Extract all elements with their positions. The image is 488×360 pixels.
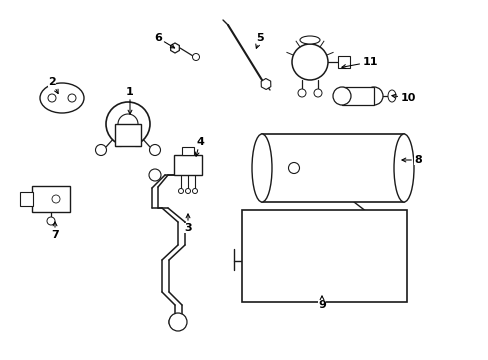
Bar [242, 210, 406, 302]
Circle shape [48, 94, 56, 102]
Ellipse shape [299, 36, 319, 44]
Ellipse shape [364, 87, 382, 105]
Circle shape [169, 313, 186, 331]
Ellipse shape [40, 83, 84, 113]
Circle shape [47, 217, 55, 225]
Circle shape [313, 89, 321, 97]
Circle shape [149, 169, 161, 181]
Ellipse shape [387, 90, 395, 102]
Text: 2: 2 [48, 77, 58, 94]
Text: 3: 3 [184, 214, 191, 233]
Bar [20, 192, 33, 206]
Circle shape [288, 162, 299, 174]
Ellipse shape [332, 87, 350, 105]
Circle shape [169, 316, 181, 328]
Ellipse shape [251, 134, 271, 202]
Circle shape [185, 189, 190, 193]
Ellipse shape [149, 144, 160, 156]
Text: 11: 11 [341, 57, 377, 68]
Circle shape [291, 44, 327, 80]
Bar [182, 147, 194, 155]
Circle shape [52, 195, 60, 203]
Ellipse shape [393, 134, 413, 202]
Text: 9: 9 [317, 296, 325, 310]
Text: 4: 4 [195, 137, 203, 156]
Bar [174, 155, 202, 175]
Bar [32, 186, 70, 212]
Ellipse shape [95, 144, 106, 156]
Circle shape [297, 89, 305, 97]
Bar [115, 124, 141, 146]
Circle shape [178, 189, 183, 193]
Bar [337, 56, 349, 68]
Text: 7: 7 [51, 222, 59, 240]
Circle shape [68, 94, 76, 102]
Bar [341, 87, 373, 105]
Text: 5: 5 [255, 33, 263, 48]
Text: 1: 1 [126, 87, 134, 114]
Bar [262, 134, 403, 202]
Circle shape [192, 54, 199, 60]
Circle shape [106, 102, 150, 146]
Circle shape [192, 189, 197, 193]
Text: 8: 8 [401, 155, 421, 165]
Polygon shape [261, 78, 270, 90]
Text: 10: 10 [391, 93, 415, 103]
Circle shape [118, 114, 138, 134]
Polygon shape [170, 43, 179, 53]
Text: 6: 6 [154, 33, 174, 48]
